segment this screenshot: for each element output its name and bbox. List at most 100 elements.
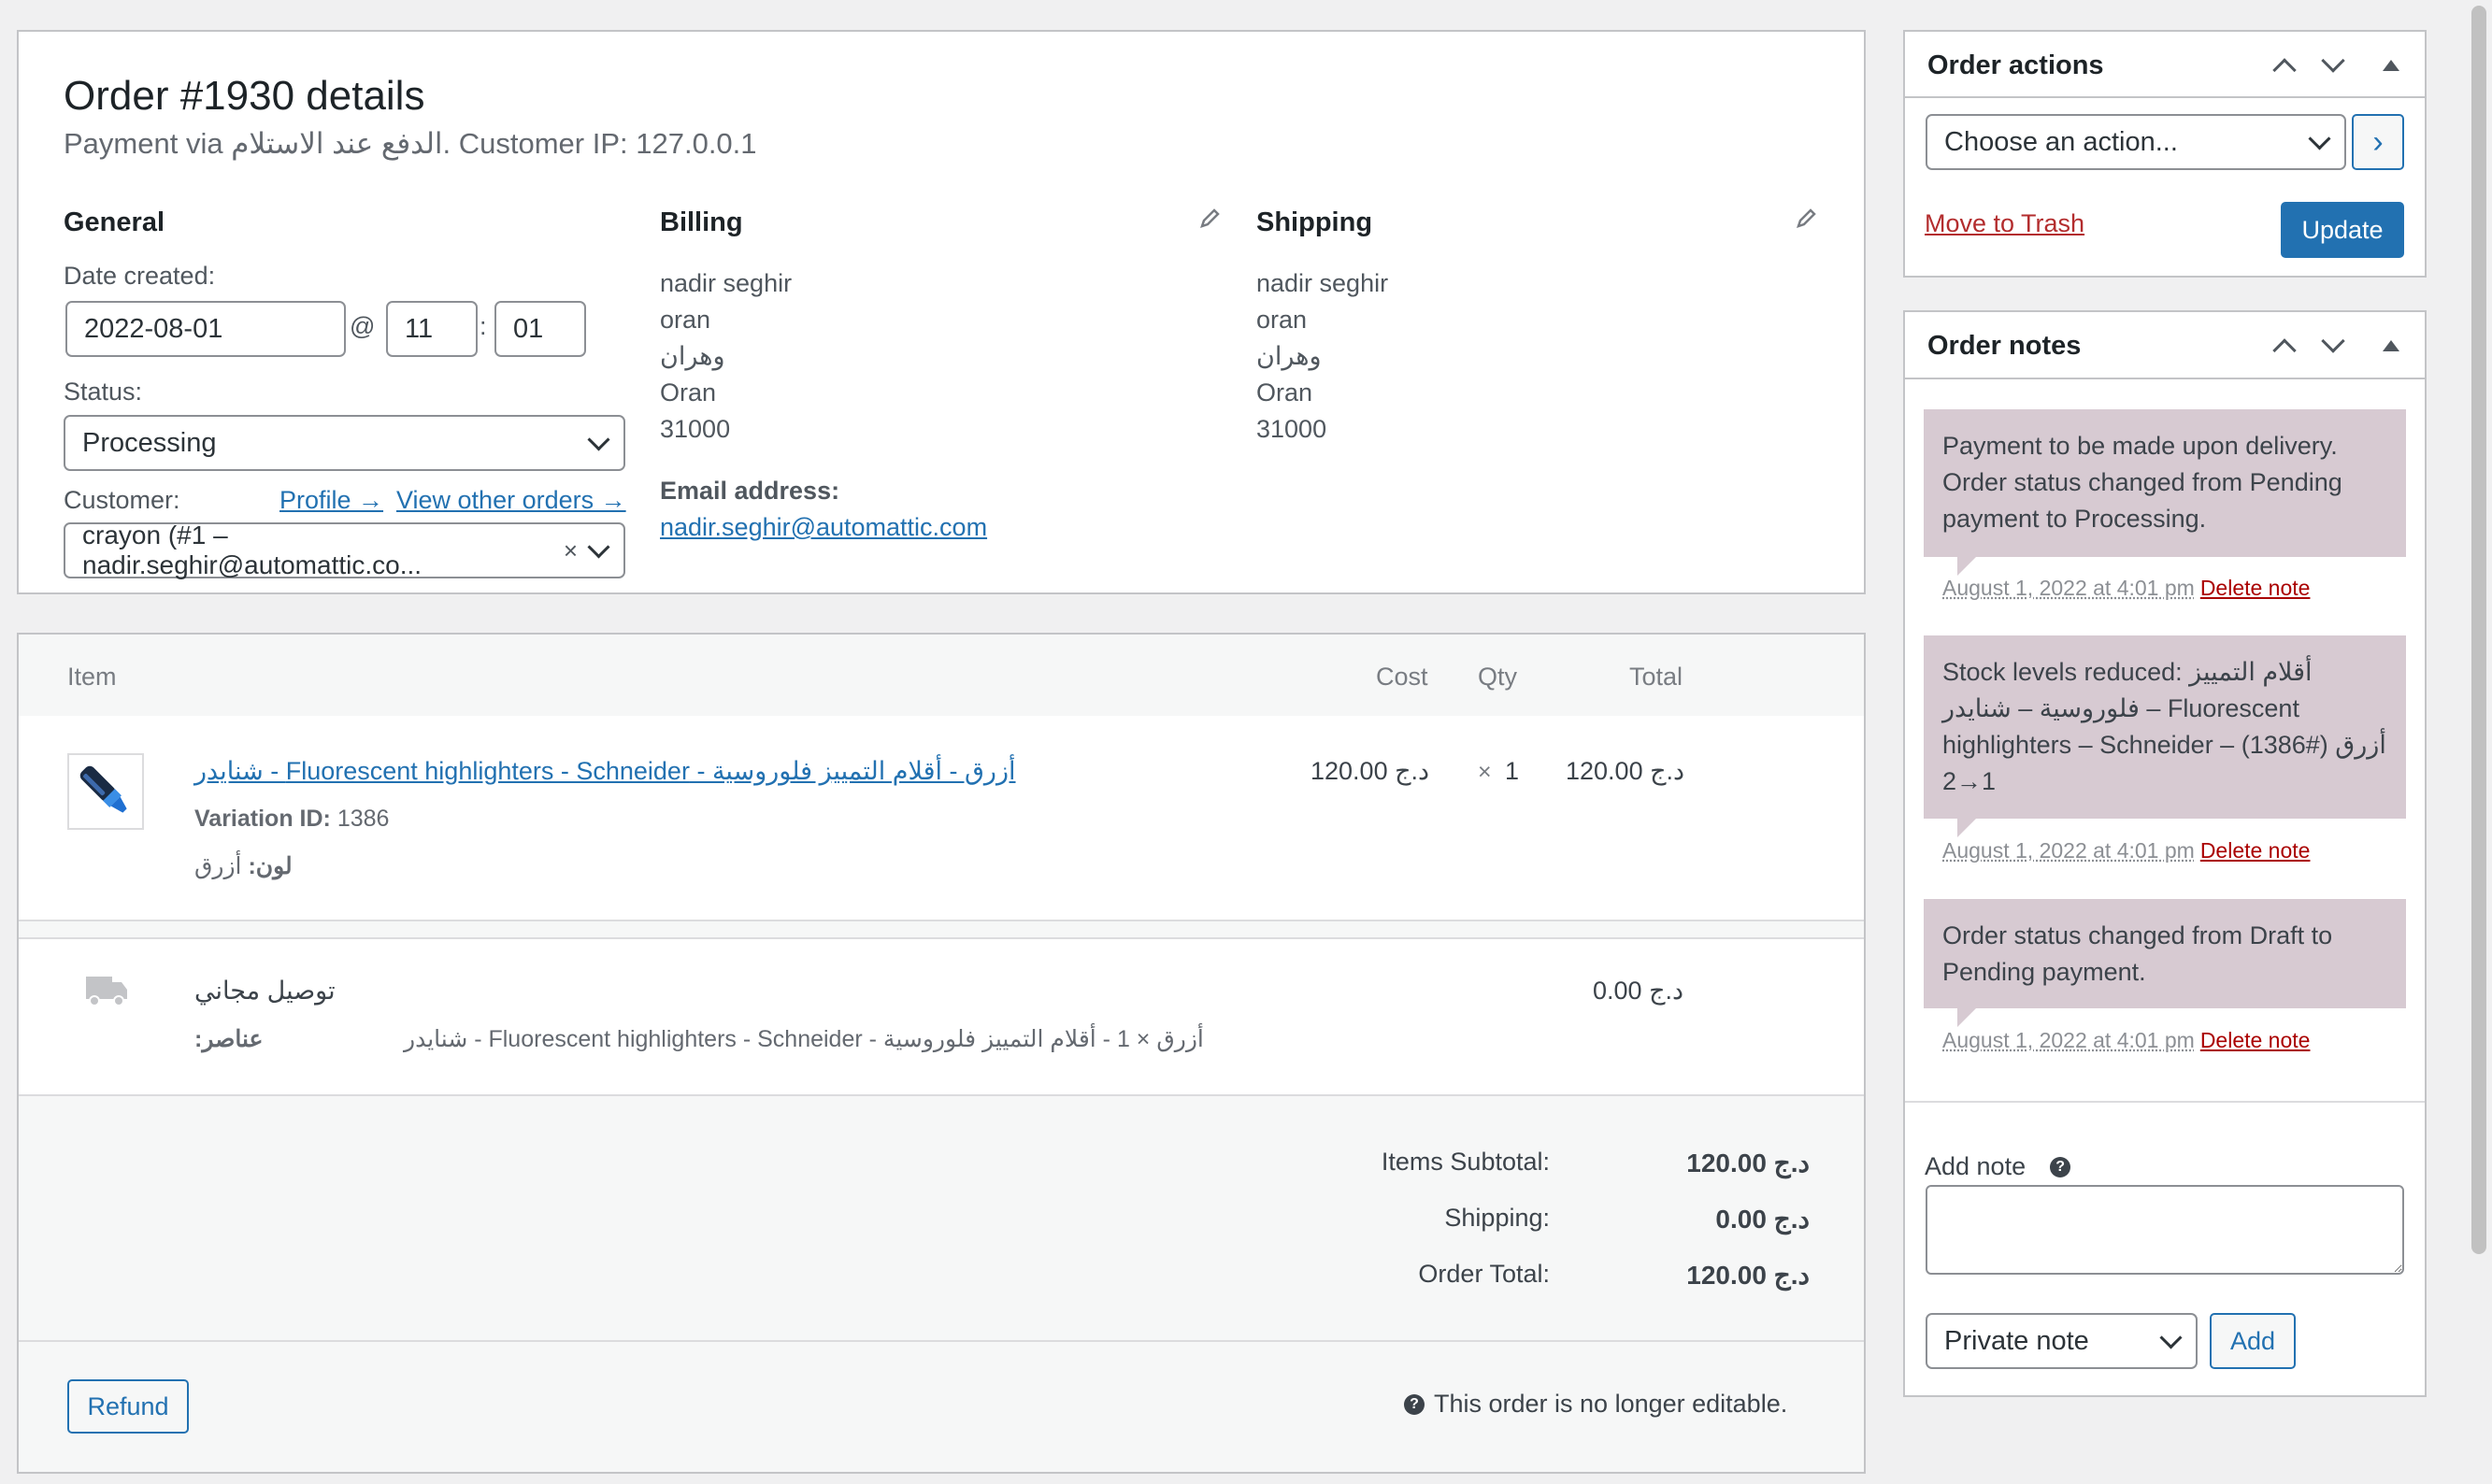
note-type-value: Private note: [1944, 1325, 2089, 1356]
note-meta: August 1, 2022 at 4:01 pm Delete note: [1942, 838, 2310, 863]
add-note-divider: [1905, 1101, 2425, 1103]
chevron-down-icon: [587, 535, 610, 559]
items-subtotal-label: Items Subtotal:: [1381, 1148, 1550, 1176]
billing-address: nadir seghir oran وهران Oran 31000: [660, 265, 792, 448]
billing-line: Oran: [660, 378, 717, 407]
date-created-label: Date created:: [64, 262, 216, 290]
order-action-value: Choose an action...: [1944, 126, 2178, 157]
date-input[interactable]: 2022-08-01: [65, 301, 346, 357]
help-icon: ?: [1404, 1393, 1425, 1415]
note-type-select[interactable]: Private note: [1926, 1313, 2198, 1369]
col-qty-header: Qty: [1478, 663, 1518, 691]
shipping-line-total: 0.00 د.ج: [1593, 977, 1684, 1005]
shipping-method-name: توصيل مجاني: [194, 977, 336, 1005]
edit-shipping-pencil-icon[interactable]: [1795, 207, 1817, 230]
at-separator: @: [350, 312, 376, 340]
move-down-icon[interactable]: [2314, 327, 2352, 364]
shipping-line: oran: [1256, 306, 1308, 334]
note-date: August 1, 2022 at 4:01 pm: [1942, 576, 2195, 600]
not-editable-text: This order is no longer editable.: [1434, 1390, 1788, 1418]
minute-input[interactable]: 01: [494, 301, 586, 357]
date-value: 2022-08-01: [84, 313, 223, 344]
variation-id: Variation ID: 1386: [194, 806, 389, 833]
hour-input[interactable]: 11: [386, 301, 478, 357]
order-note: Payment to be made upon delivery. Order …: [1924, 409, 2406, 576]
customer-select[interactable]: crayon (#1 – nadir.seghir@automattic.co.…: [64, 521, 625, 579]
shipping-line: وهران: [1256, 342, 1322, 370]
help-icon[interactable]: ?: [2050, 1156, 2071, 1177]
customer-label: Customer:: [64, 486, 180, 514]
status-select[interactable]: Processing: [64, 415, 625, 471]
truck-icon: [86, 977, 127, 1006]
delete-note-link[interactable]: Delete note: [2199, 838, 2311, 863]
items-subtotal-value: 120.00 د.ج: [1686, 1149, 1810, 1177]
item-cost: 120.00 د.ج: [1310, 757, 1430, 785]
highlighter-icon: [79, 765, 127, 813]
add-note-button[interactable]: Add: [2210, 1313, 2296, 1369]
order-notes-divider: [1905, 378, 2425, 379]
customer-value: crayon (#1 – nadir.seghir@automattic.co.…: [82, 521, 422, 579]
billing-heading: Billing: [660, 207, 743, 237]
col-total-header: Total: [1629, 663, 1683, 691]
status-label: Status:: [64, 378, 143, 406]
shipping-line: nadir seghir: [1256, 269, 1389, 297]
add-note-textarea[interactable]: [1926, 1185, 2404, 1275]
collapse-toggle-icon[interactable]: [2372, 327, 2410, 364]
billing-line: وهران: [660, 342, 725, 370]
attr-value: أزرق: [194, 853, 242, 879]
move-up-icon[interactable]: [2266, 327, 2303, 364]
move-to-trash-link[interactable]: Move to Trash: [1925, 209, 2085, 237]
edit-billing-pencil-icon[interactable]: [1198, 207, 1221, 230]
item-qty: 1: [1505, 757, 1520, 785]
page-title: Order #1930 details: [64, 73, 425, 119]
move-down-icon[interactable]: [2314, 47, 2352, 84]
collapse-toggle-icon[interactable]: [2372, 47, 2410, 84]
add-note-label: Add note ?: [1925, 1152, 2071, 1181]
time-colon: :: [480, 312, 487, 340]
add-note-label-text: Add note: [1925, 1152, 2027, 1180]
item-total: 120.00 د.ج: [1566, 757, 1685, 785]
note-date: August 1, 2022 at 4:01 pm: [1942, 838, 2195, 863]
order-note: Order status changed from Draft to Pendi…: [1924, 899, 2406, 1027]
product-thumbnail[interactable]: [67, 753, 144, 830]
note-date: August 1, 2022 at 4:01 pm: [1942, 1028, 2195, 1052]
product-name-link[interactable]: أزرق - أقلام التمييز فلوروسية - Fluoresc…: [194, 757, 1016, 785]
order-total-label: Order Total:: [1418, 1260, 1550, 1288]
note-text: Payment to be made upon delivery. Order …: [1942, 432, 2342, 533]
page-scrollbar-track[interactable]: [2468, 0, 2492, 1484]
note-meta: August 1, 2022 at 4:01 pm Delete note: [1942, 576, 2310, 601]
footer-divider: [19, 1340, 1864, 1342]
clear-customer-icon[interactable]: ×: [563, 535, 578, 564]
shipping-row-bg: [19, 937, 1864, 1096]
refund-button[interactable]: Refund: [67, 1379, 189, 1434]
chevron-down-icon: [587, 427, 610, 451]
shipping-line: 31000: [1256, 415, 1327, 443]
order-note: Stock levels reduced: أقلام التمييز فلور…: [1924, 635, 2406, 837]
shipping-heading: Shipping: [1256, 207, 1373, 237]
delete-note-link[interactable]: Delete note: [2199, 1028, 2311, 1052]
shipping-items-value: أزرق × 1 - أقلام التمييز فلوروسية - Fluo…: [404, 1026, 1204, 1052]
note-meta: August 1, 2022 at 4:01 pm Delete note: [1942, 1028, 2310, 1053]
order-action-select[interactable]: Choose an action...: [1926, 114, 2346, 170]
order-total-value: 120.00 د.ج: [1686, 1261, 1810, 1290]
customer-profile-link[interactable]: Profile →: [279, 486, 384, 514]
delete-note-link[interactable]: Delete note: [2199, 576, 2311, 600]
order-subtitle: Payment via الدفع عند الاستلام. Customer…: [64, 127, 757, 160]
update-button[interactable]: Update: [2281, 202, 2404, 258]
page-scrollbar-thumb[interactable]: [2471, 6, 2486, 1254]
shipping-total-label: Shipping:: [1444, 1204, 1550, 1232]
chevron-down-icon: [2159, 1325, 2183, 1349]
variation-id-label: Variation ID:: [194, 806, 331, 832]
note-text: Order status changed from Draft to Pendi…: [1942, 921, 2333, 986]
move-up-icon[interactable]: [2266, 47, 2303, 84]
order-actions-heading: Order actions: [1927, 50, 2104, 80]
shipping-address: nadir seghir oran وهران Oran 31000: [1256, 265, 1388, 448]
order-notes-heading: Order notes: [1927, 331, 2082, 361]
view-other-orders-link[interactable]: View other orders →: [396, 486, 626, 514]
billing-email-link[interactable]: nadir.seghir@automattic.com: [660, 513, 988, 541]
status-value: Processing: [82, 427, 217, 458]
apply-action-button[interactable]: ›: [2352, 114, 2404, 170]
shipping-items-label: عناصر:: [194, 1026, 264, 1052]
variation-id-value: 1386: [337, 806, 390, 832]
order-actions-divider: [1905, 96, 2425, 98]
